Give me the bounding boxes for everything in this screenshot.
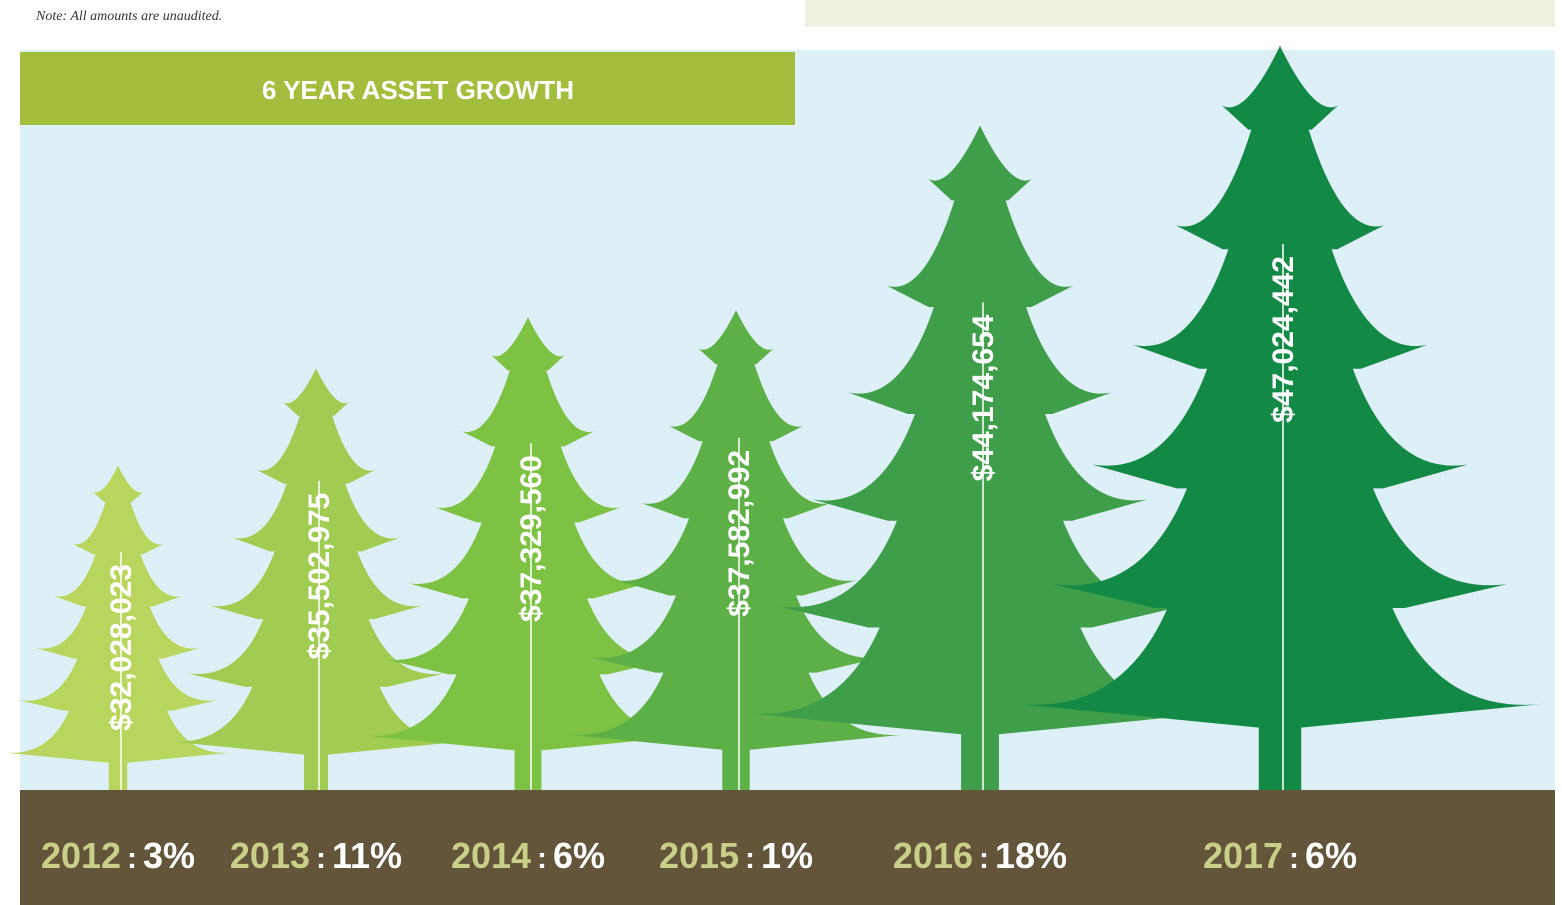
value-label: $35,502,975 (303, 493, 336, 660)
tree (2, 450, 234, 790)
growth-label: 11% (332, 835, 402, 876)
value-label: $47,024,442 (1267, 256, 1300, 423)
trees: $32,028,023 $35,502,975 $37,329,560 $37,582… (2, 10, 1546, 790)
value-label: $44,174,654 (967, 314, 1000, 481)
chart-title: 6 YEAR ASSET GROWTH (262, 75, 574, 105)
year-label: 2014:6% (451, 835, 605, 876)
value-label: $32,028,023 (105, 564, 138, 731)
year: 2014 (451, 835, 531, 876)
separator: : (127, 842, 137, 875)
separator: : (979, 842, 989, 875)
value-label: $37,329,560 (515, 455, 548, 622)
separator: : (537, 842, 547, 875)
year: 2013 (230, 835, 310, 876)
growth-label: 6% (553, 835, 605, 876)
growth-label: 3% (143, 835, 195, 876)
year: 2015 (659, 835, 739, 876)
year-label: 2015:1% (659, 835, 813, 876)
year: 2012 (41, 835, 121, 876)
separator: : (316, 842, 326, 875)
tree (165, 348, 467, 790)
year-label: 2016:18% (893, 835, 1067, 876)
tree (359, 294, 697, 790)
separator: : (745, 842, 755, 875)
top-band (805, 0, 1555, 27)
value-label: $37,582,992 (723, 450, 756, 617)
year-label: 2013:11% (230, 835, 402, 876)
note: Note: All amounts are unaudited. (35, 9, 222, 24)
title-bar (20, 52, 795, 125)
tree (1014, 10, 1546, 790)
ground (20, 790, 1555, 905)
tree (743, 93, 1217, 790)
year: 2017 (1203, 835, 1283, 876)
growth-label: 18% (995, 835, 1067, 876)
growth-label: 6% (1305, 835, 1357, 876)
year-labels: 2012:3% 2013:11% 2014:6% 2015:1% 2016:18% 201… (41, 835, 1357, 876)
growth-label: 1% (761, 835, 813, 876)
year-label: 2017:6% (1203, 835, 1357, 876)
year: 2016 (893, 835, 973, 876)
separator: : (1289, 842, 1299, 875)
year-label: 2012:3% (41, 835, 195, 876)
tree (564, 287, 908, 790)
